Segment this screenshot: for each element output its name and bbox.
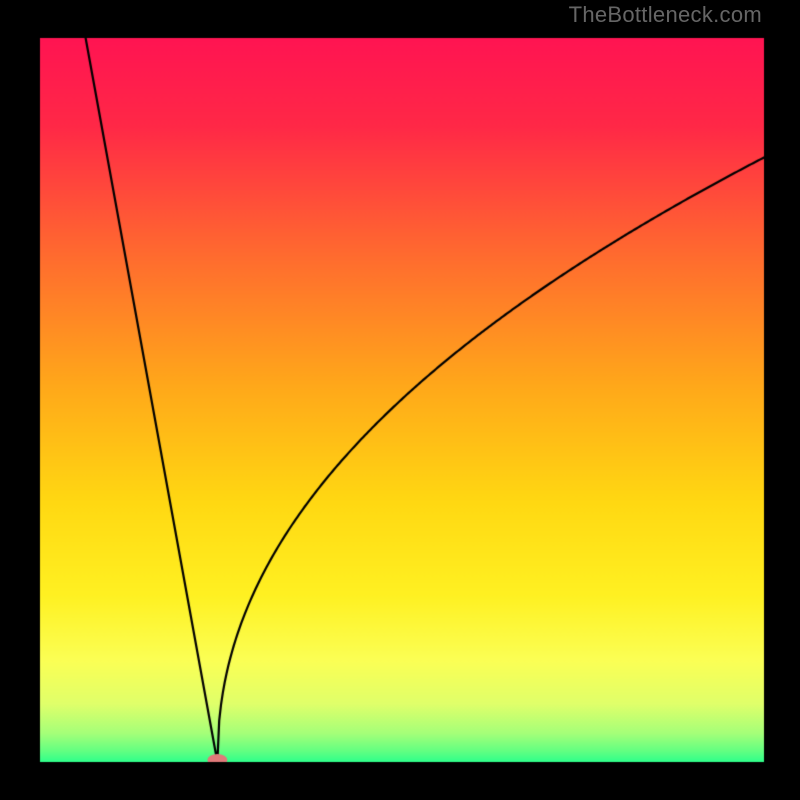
chart-stage: TheBottleneck.com <box>0 0 800 800</box>
bottleneck-curve-chart <box>0 0 800 800</box>
watermark-text: TheBottleneck.com <box>569 2 762 28</box>
